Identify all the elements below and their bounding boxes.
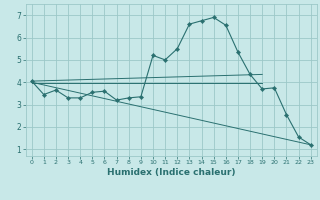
X-axis label: Humidex (Indice chaleur): Humidex (Indice chaleur): [107, 168, 236, 177]
